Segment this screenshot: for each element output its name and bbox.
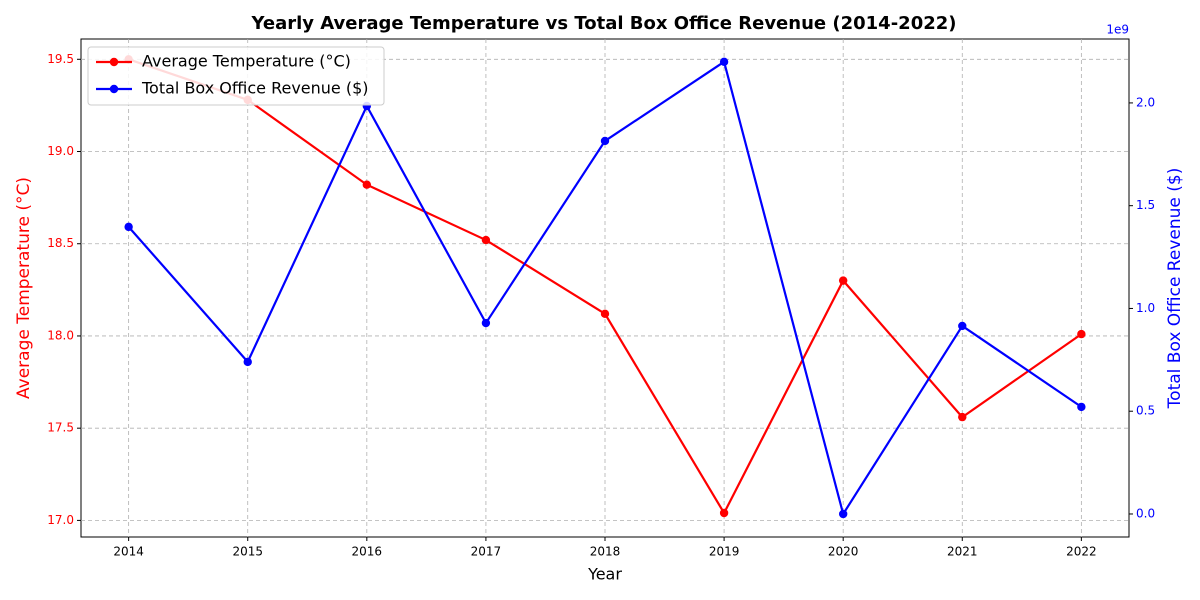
y-axis-label: Average Temperature (°C) bbox=[14, 177, 34, 399]
y-tick-label: 18.5 bbox=[47, 236, 74, 250]
point bbox=[1077, 329, 1086, 339]
x-tick-label: 2020 bbox=[828, 545, 859, 559]
y2-tick-label: 0.5 bbox=[1136, 404, 1155, 418]
y-tick-label: 19.5 bbox=[47, 52, 74, 66]
x-tick-label: 2022 bbox=[1066, 545, 1097, 559]
y2-tick-label: 0.0 bbox=[1136, 506, 1155, 520]
y2-offset-label: 1e9 bbox=[1106, 23, 1129, 37]
point bbox=[600, 136, 610, 146]
legend-marker bbox=[109, 57, 119, 67]
chart-title: Yearly Average Temperature vs Total Box … bbox=[250, 13, 956, 34]
x-axis-label: Year bbox=[587, 565, 622, 584]
x-tick-label: 2014 bbox=[113, 545, 144, 559]
legend-box bbox=[87, 46, 385, 106]
y2-tick-label: 1.0 bbox=[1136, 301, 1155, 315]
x-tick-label: 2015 bbox=[232, 545, 263, 559]
point bbox=[481, 318, 491, 328]
point bbox=[958, 321, 967, 331]
x-tick-label: 2018 bbox=[590, 545, 621, 559]
point bbox=[243, 357, 252, 367]
y2-axis-label: Total Box Office Revenue ($) bbox=[1165, 168, 1185, 410]
x-tick-label: 2021 bbox=[947, 545, 978, 559]
y-tick-label: 17.5 bbox=[47, 421, 74, 435]
point bbox=[719, 508, 729, 518]
y2-tick-label: 1.5 bbox=[1136, 198, 1155, 212]
point bbox=[362, 180, 372, 189]
point bbox=[838, 509, 848, 519]
y2-tick-label: 2.0 bbox=[1136, 95, 1155, 109]
y-tick-label: 18.0 bbox=[47, 328, 74, 342]
legend-marker bbox=[109, 84, 119, 94]
point bbox=[838, 276, 848, 285]
point bbox=[600, 309, 610, 319]
x-tick-label: 2016 bbox=[352, 545, 383, 559]
point bbox=[1077, 402, 1086, 412]
x-tick-label: 2019 bbox=[709, 545, 740, 559]
y-tick-label: 19.0 bbox=[47, 144, 74, 158]
point bbox=[958, 412, 967, 422]
y-tick-label: 17.0 bbox=[47, 513, 74, 527]
point bbox=[719, 57, 729, 67]
point bbox=[124, 222, 133, 232]
legend-label: Average Temperature (°C) bbox=[142, 52, 351, 71]
legend-label: Total Box Office Revenue ($) bbox=[141, 79, 369, 98]
point bbox=[481, 235, 491, 245]
x-tick-label: 2017 bbox=[471, 545, 502, 559]
